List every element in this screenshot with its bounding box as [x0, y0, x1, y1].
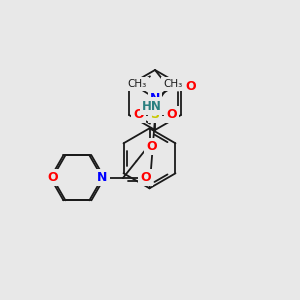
Text: HN: HN [142, 100, 162, 112]
Text: CH₃: CH₃ [163, 79, 182, 89]
Text: S: S [151, 108, 160, 121]
Text: O: O [166, 108, 177, 121]
Text: O: O [133, 108, 144, 121]
Text: O: O [146, 140, 157, 153]
Text: O: O [47, 171, 58, 184]
Text: CH₃: CH₃ [128, 79, 147, 89]
Text: N: N [150, 92, 160, 105]
Text: O: O [186, 80, 196, 93]
Text: O: O [140, 171, 151, 184]
Text: N: N [97, 171, 108, 184]
